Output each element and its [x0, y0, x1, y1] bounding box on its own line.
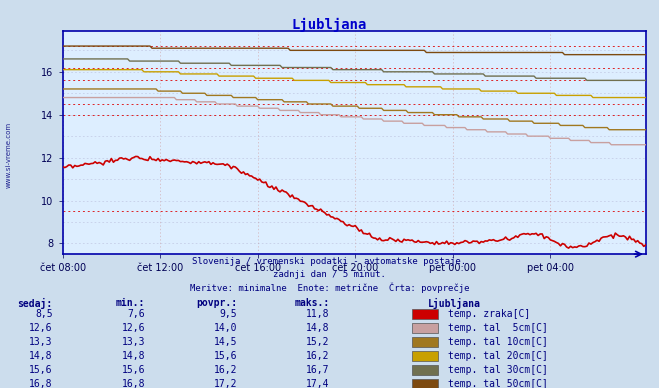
Text: sedaj:: sedaj: [18, 298, 53, 309]
Text: 15,6: 15,6 [29, 365, 53, 375]
Text: 9,5: 9,5 [219, 309, 237, 319]
Text: 14,0: 14,0 [214, 323, 237, 333]
Text: Ljubljana: Ljubljana [428, 298, 481, 309]
Text: Ljubljana: Ljubljana [292, 17, 367, 31]
Text: 12,6: 12,6 [121, 323, 145, 333]
Text: 11,8: 11,8 [306, 309, 330, 319]
Text: 17,4: 17,4 [306, 379, 330, 388]
Text: 15,2: 15,2 [306, 337, 330, 347]
Text: 14,5: 14,5 [214, 337, 237, 347]
Text: www.si-vreme.com: www.si-vreme.com [5, 122, 11, 188]
Text: 17,2: 17,2 [214, 379, 237, 388]
Text: zadnji dan / 5 minut.: zadnji dan / 5 minut. [273, 270, 386, 279]
Text: 8,5: 8,5 [35, 309, 53, 319]
Text: 14,8: 14,8 [29, 351, 53, 361]
Text: temp. tal 50cm[C]: temp. tal 50cm[C] [448, 379, 548, 388]
Text: 14,8: 14,8 [121, 351, 145, 361]
Text: 15,6: 15,6 [121, 365, 145, 375]
Text: Slovenija / vremenski podatki - avtomatske postaje.: Slovenija / vremenski podatki - avtomats… [192, 257, 467, 266]
Text: 14,8: 14,8 [306, 323, 330, 333]
Text: 13,3: 13,3 [121, 337, 145, 347]
Text: 12,6: 12,6 [29, 323, 53, 333]
Text: 16,7: 16,7 [306, 365, 330, 375]
Text: 16,2: 16,2 [214, 365, 237, 375]
Text: 16,8: 16,8 [121, 379, 145, 388]
Text: temp. tal 30cm[C]: temp. tal 30cm[C] [448, 365, 548, 375]
Text: 16,2: 16,2 [306, 351, 330, 361]
Text: min.:: min.: [115, 298, 145, 308]
Bar [412, 379, 438, 388]
Text: 13,3: 13,3 [29, 337, 53, 347]
Text: Meritve: minimalne  Enote: metrične  Črta: povprečje: Meritve: minimalne Enote: metrične Črta:… [190, 282, 469, 293]
Bar [412, 365, 438, 375]
Bar [412, 310, 438, 319]
Bar [412, 324, 438, 333]
Text: temp. tal 10cm[C]: temp. tal 10cm[C] [448, 337, 548, 347]
Text: 15,6: 15,6 [214, 351, 237, 361]
Text: temp. tal  5cm[C]: temp. tal 5cm[C] [448, 323, 548, 333]
Bar [412, 352, 438, 361]
Text: temp. tal 20cm[C]: temp. tal 20cm[C] [448, 351, 548, 361]
Text: povpr.:: povpr.: [196, 298, 237, 308]
Text: temp. zraka[C]: temp. zraka[C] [448, 309, 530, 319]
Text: 16,8: 16,8 [29, 379, 53, 388]
Text: 7,6: 7,6 [127, 309, 145, 319]
Text: maks.:: maks.: [295, 298, 330, 308]
Bar [412, 337, 438, 347]
